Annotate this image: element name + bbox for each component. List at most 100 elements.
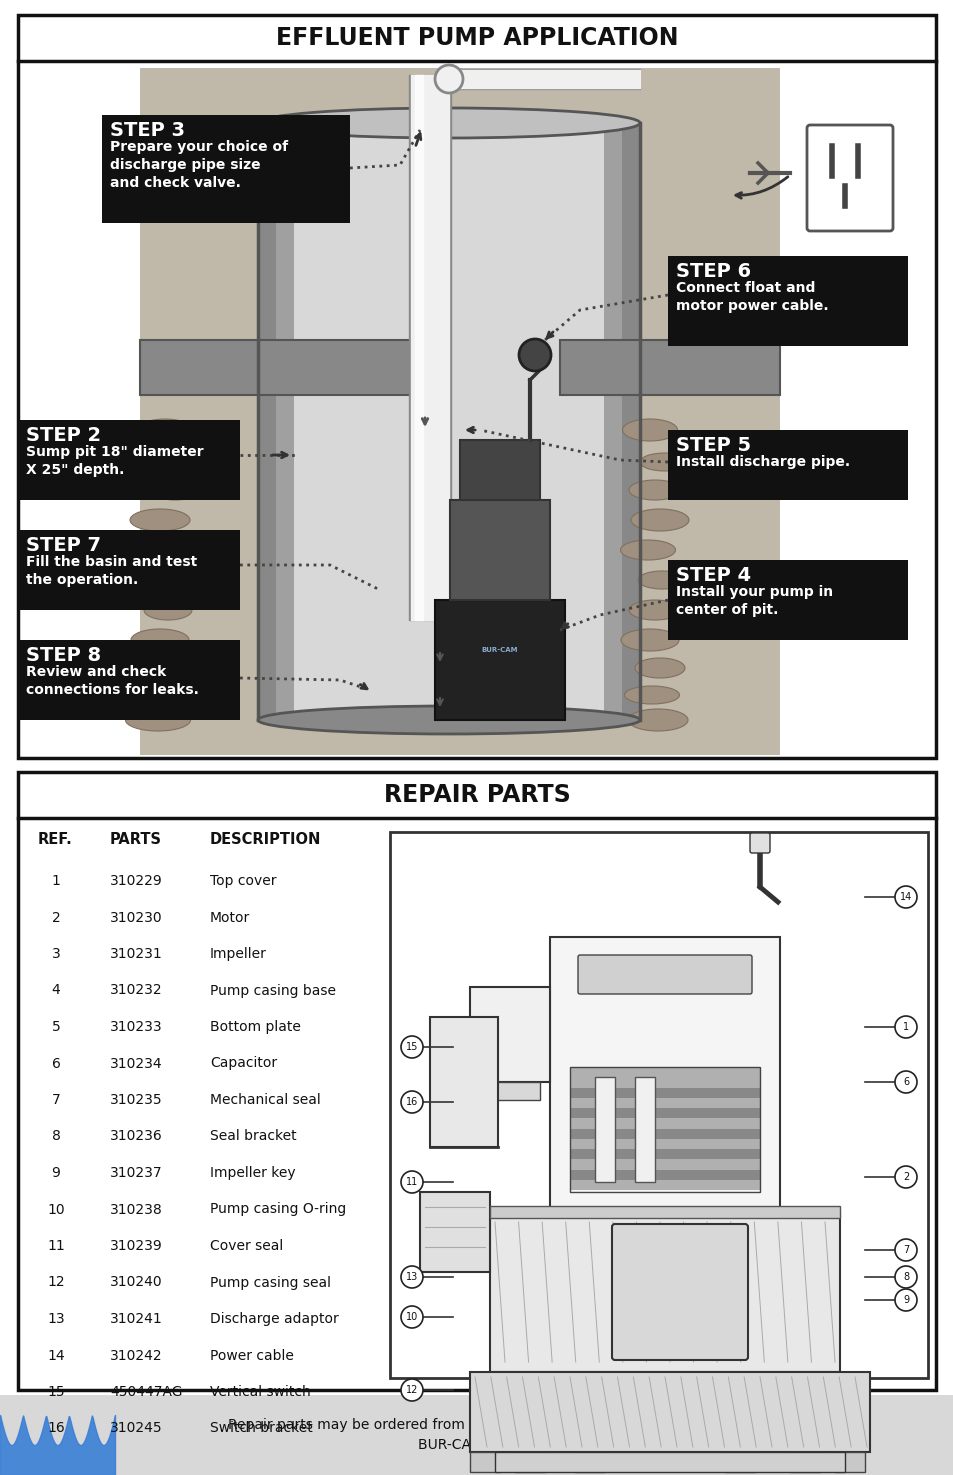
Ellipse shape xyxy=(624,686,679,704)
Ellipse shape xyxy=(622,419,677,441)
Ellipse shape xyxy=(138,658,188,678)
Bar xyxy=(490,1212,840,1372)
Bar xyxy=(140,68,780,755)
Text: Power cable: Power cable xyxy=(210,1348,294,1363)
Ellipse shape xyxy=(635,658,684,678)
Circle shape xyxy=(518,339,551,372)
Bar xyxy=(490,1207,840,1218)
Bar xyxy=(621,122,639,720)
Text: PARTS: PARTS xyxy=(110,832,162,847)
Ellipse shape xyxy=(137,540,193,560)
Circle shape xyxy=(400,1035,422,1058)
Text: Bottom plate: Bottom plate xyxy=(210,1021,300,1034)
Circle shape xyxy=(894,1016,916,1038)
Bar xyxy=(470,1451,499,1472)
Text: 310230: 310230 xyxy=(110,910,162,925)
Text: 310235: 310235 xyxy=(110,1093,162,1108)
Text: 310231: 310231 xyxy=(110,947,163,962)
Bar xyxy=(635,1077,655,1181)
Bar xyxy=(724,1451,754,1472)
Text: 14: 14 xyxy=(47,1348,65,1363)
Text: REF.: REF. xyxy=(38,832,72,847)
Bar xyxy=(18,640,240,720)
Text: Prepare your choice of
discharge pipe size
and check valve.: Prepare your choice of discharge pipe si… xyxy=(110,140,288,190)
Bar xyxy=(569,1180,760,1190)
Bar xyxy=(569,1149,760,1159)
Text: 10: 10 xyxy=(47,1202,65,1217)
Text: Install your pump in
center of pit.: Install your pump in center of pit. xyxy=(676,586,832,617)
FancyBboxPatch shape xyxy=(749,833,769,853)
Text: Mechanical seal: Mechanical seal xyxy=(210,1093,320,1108)
Text: 3: 3 xyxy=(51,947,60,962)
Ellipse shape xyxy=(628,479,680,500)
Text: 6: 6 xyxy=(902,1077,908,1087)
Bar xyxy=(569,1139,760,1149)
Ellipse shape xyxy=(638,571,685,589)
FancyBboxPatch shape xyxy=(806,125,892,232)
Text: 13: 13 xyxy=(47,1311,65,1326)
Text: Switch bracket: Switch bracket xyxy=(210,1422,313,1435)
Ellipse shape xyxy=(639,453,689,471)
Bar xyxy=(550,937,780,1212)
Text: 310240: 310240 xyxy=(110,1276,162,1289)
Text: 15: 15 xyxy=(47,1385,65,1398)
Circle shape xyxy=(400,1379,422,1401)
Circle shape xyxy=(894,1239,916,1261)
Ellipse shape xyxy=(627,709,687,732)
Text: 7: 7 xyxy=(902,1245,908,1255)
Ellipse shape xyxy=(131,628,189,650)
Circle shape xyxy=(894,1289,916,1311)
Text: Cover seal: Cover seal xyxy=(210,1239,283,1252)
Text: 11: 11 xyxy=(405,1177,417,1187)
Circle shape xyxy=(400,1266,422,1288)
Bar xyxy=(430,1016,497,1148)
Bar xyxy=(0,1395,953,1475)
Ellipse shape xyxy=(150,479,200,500)
Bar xyxy=(515,1451,544,1472)
Ellipse shape xyxy=(136,571,188,589)
Text: 13: 13 xyxy=(405,1271,417,1282)
Ellipse shape xyxy=(137,419,193,441)
Text: 310245: 310245 xyxy=(110,1422,162,1435)
Text: 310237: 310237 xyxy=(110,1167,162,1180)
Ellipse shape xyxy=(257,707,639,735)
Bar xyxy=(257,122,275,720)
Bar xyxy=(575,1451,604,1472)
Text: 10: 10 xyxy=(405,1311,417,1322)
Text: DESCRIPTION: DESCRIPTION xyxy=(210,832,321,847)
Text: BUR-CAM: BUR-CAM xyxy=(481,648,517,653)
Text: Install discharge pipe.: Install discharge pipe. xyxy=(676,454,849,469)
Bar xyxy=(667,560,907,640)
Ellipse shape xyxy=(619,540,675,560)
Text: 310229: 310229 xyxy=(110,875,163,888)
Text: 310233: 310233 xyxy=(110,1021,162,1034)
Bar xyxy=(390,832,927,1378)
Bar xyxy=(559,341,780,395)
Ellipse shape xyxy=(257,108,639,139)
Ellipse shape xyxy=(130,509,190,531)
Text: 310232: 310232 xyxy=(110,984,162,997)
Text: STEP 2: STEP 2 xyxy=(26,426,101,445)
Text: Pump casing base: Pump casing base xyxy=(210,984,335,997)
Bar xyxy=(18,530,240,611)
Bar xyxy=(459,440,539,500)
Text: Connect float and
motor power cable.: Connect float and motor power cable. xyxy=(676,282,828,313)
Text: STEP 5: STEP 5 xyxy=(676,437,750,454)
Text: 9: 9 xyxy=(902,1295,908,1305)
Text: Top cover: Top cover xyxy=(210,875,276,888)
Text: 2: 2 xyxy=(902,1173,908,1181)
Text: 310239: 310239 xyxy=(110,1239,163,1252)
Text: Impeller: Impeller xyxy=(210,947,267,962)
Text: Pump casing seal: Pump casing seal xyxy=(210,1276,331,1289)
Text: Review and check
connections for leaks.: Review and check connections for leaks. xyxy=(26,665,198,696)
Text: Vertical switch: Vertical switch xyxy=(210,1385,311,1398)
Text: 6: 6 xyxy=(51,1056,60,1071)
Bar xyxy=(479,1083,539,1100)
Bar xyxy=(435,600,564,720)
Text: 310241: 310241 xyxy=(110,1311,163,1326)
FancyBboxPatch shape xyxy=(612,1224,747,1360)
FancyBboxPatch shape xyxy=(578,954,751,994)
Bar xyxy=(102,115,350,223)
Text: 5: 5 xyxy=(51,1021,60,1034)
Ellipse shape xyxy=(628,600,680,620)
